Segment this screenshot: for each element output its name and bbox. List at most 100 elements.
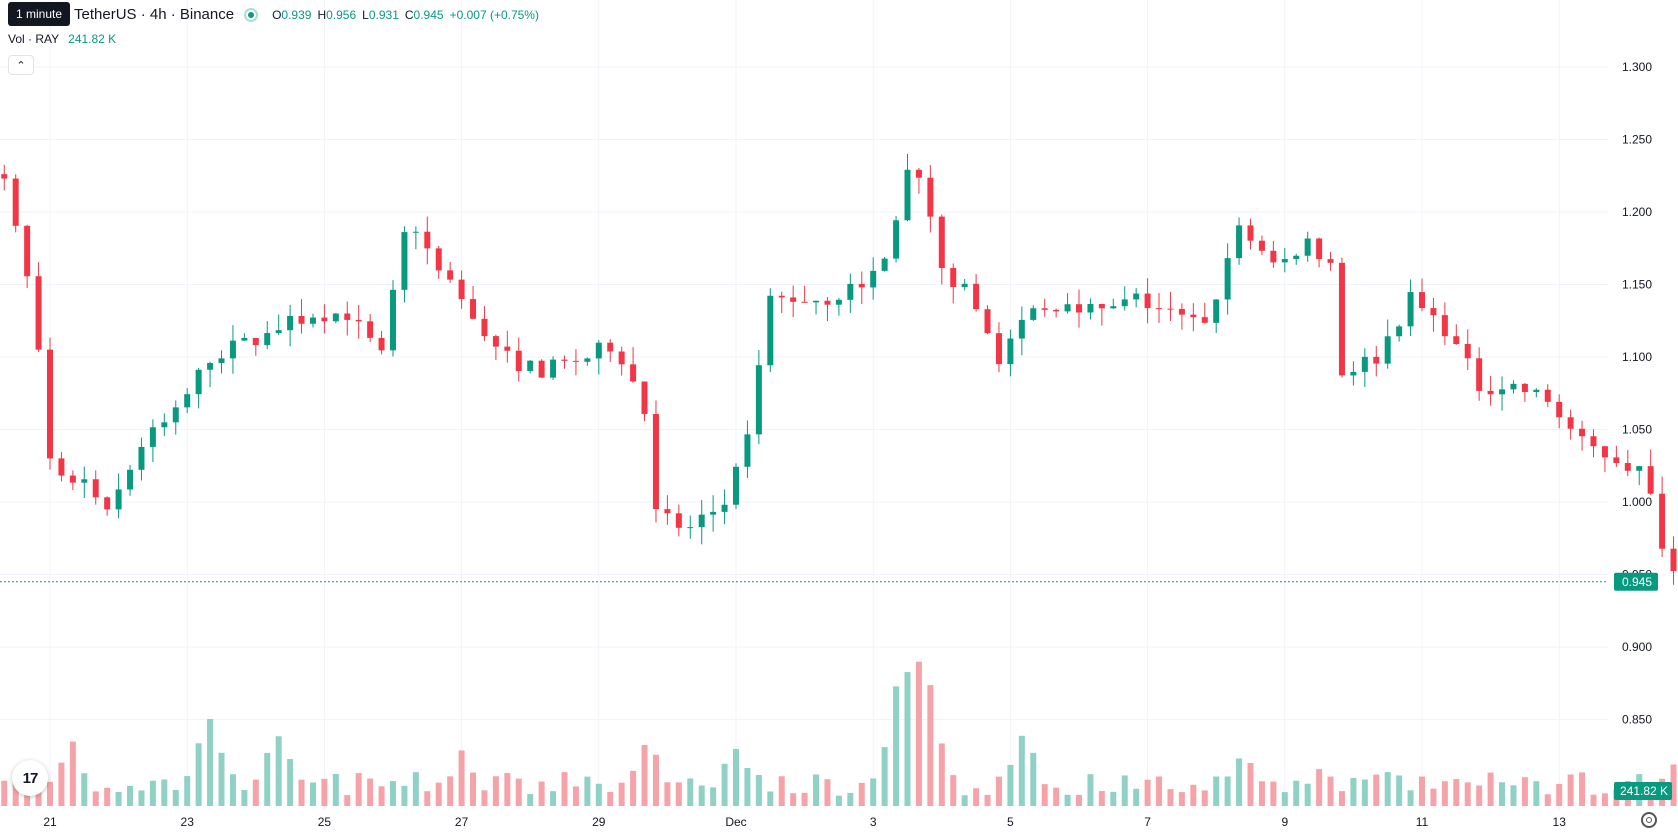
candle[interactable] [1053,308,1060,318]
candle[interactable] [870,257,877,300]
candle[interactable] [550,356,557,380]
candle[interactable] [149,419,156,462]
candle[interactable] [1533,388,1540,398]
candle[interactable] [104,496,111,516]
candle[interactable] [1156,293,1163,323]
candle[interactable] [515,337,522,382]
market-status-icon[interactable] [244,7,259,22]
candle[interactable] [24,224,31,289]
candle[interactable] [1590,429,1597,458]
candle[interactable] [1087,298,1094,320]
candle[interactable] [435,246,442,280]
candle[interactable] [115,473,122,519]
candle[interactable] [1190,303,1197,332]
candle[interactable] [893,215,900,263]
candle[interactable] [595,340,602,375]
candle[interactable] [1544,384,1551,407]
candle[interactable] [1201,302,1208,324]
time-axis[interactable]: 2123252729Dec357911131517192123252729202… [43,815,1678,829]
candle[interactable] [847,273,854,313]
candle[interactable] [298,299,305,334]
candle[interactable] [744,420,751,478]
candle[interactable] [961,278,968,291]
candle[interactable] [1293,253,1300,265]
candle[interactable] [527,360,534,374]
candle[interactable] [172,400,179,435]
candle[interactable] [355,304,362,339]
candle[interactable] [1510,380,1517,394]
candle[interactable] [447,261,454,283]
candle[interactable] [287,304,294,347]
candle[interactable] [1110,298,1117,309]
candle[interactable] [1327,252,1334,271]
candle[interactable] [1556,394,1563,429]
candle[interactable] [1338,257,1345,378]
candle[interactable] [1567,409,1574,440]
candle[interactable] [858,271,865,305]
candle[interactable] [1258,235,1265,256]
candle[interactable] [47,337,53,470]
candle[interactable] [344,301,351,336]
candle[interactable] [1487,375,1494,406]
candle[interactable] [755,350,762,445]
candle[interactable] [81,466,88,498]
candle[interactable] [332,312,339,324]
candle[interactable] [35,262,42,352]
candle[interactable] [1407,279,1414,336]
candle[interactable] [1304,231,1311,262]
candle[interactable] [195,367,202,409]
candle[interactable] [984,305,991,335]
candle[interactable] [710,495,717,532]
tradingview-logo-icon[interactable]: 17 [12,760,48,796]
candle[interactable] [275,314,282,336]
candle[interactable] [927,165,934,233]
candle[interactable] [1224,243,1231,315]
candle[interactable] [915,167,922,194]
candle[interactable] [1270,240,1277,268]
candle[interactable] [687,515,694,539]
candle[interactable] [1647,449,1654,495]
candle[interactable] [424,216,431,265]
candle[interactable] [1476,347,1483,401]
candle[interactable] [824,297,831,322]
candle[interactable] [1419,278,1425,312]
candle[interactable] [1613,445,1620,467]
candle[interactable] [127,464,134,496]
candle[interactable] [1178,303,1185,330]
candle[interactable] [1464,329,1471,371]
candle[interactable] [1499,376,1506,411]
candle[interactable] [664,495,671,525]
candle[interactable] [1041,298,1048,317]
candle[interactable] [641,381,648,422]
collapse-legend-button[interactable]: ⌃ [8,55,34,75]
candle[interactable] [995,322,1002,373]
candle[interactable] [675,504,682,537]
candle[interactable] [218,350,225,374]
candle[interactable] [813,300,820,315]
volume-label[interactable]: Vol · RAY [8,32,60,46]
candle[interactable] [1624,449,1631,477]
candle[interactable] [881,256,888,272]
symbol-title[interactable]: TetherUS · 4h · Binance [74,6,235,23]
candle[interactable] [1659,476,1666,557]
candle[interactable] [412,226,419,250]
candle[interactable] [538,359,545,378]
candle[interactable] [390,280,396,357]
candle[interactable] [1430,297,1437,332]
candle[interactable] [607,339,614,362]
candle[interactable] [1396,324,1403,342]
candle[interactable] [938,214,945,285]
candle[interactable] [1247,218,1254,250]
candle[interactable] [733,463,739,509]
candle[interactable] [1018,306,1025,356]
candle[interactable] [1167,291,1174,321]
candle[interactable] [1,164,8,191]
price-axis[interactable]: 1.3001.2501.2001.1501.1001.0501.0000.950… [1614,60,1672,800]
candle[interactable] [1670,536,1677,585]
candle[interactable] [584,357,591,366]
candle[interactable] [207,361,214,388]
candle[interactable] [458,270,465,309]
candle[interactable] [1281,247,1288,273]
candle[interactable] [904,154,911,222]
